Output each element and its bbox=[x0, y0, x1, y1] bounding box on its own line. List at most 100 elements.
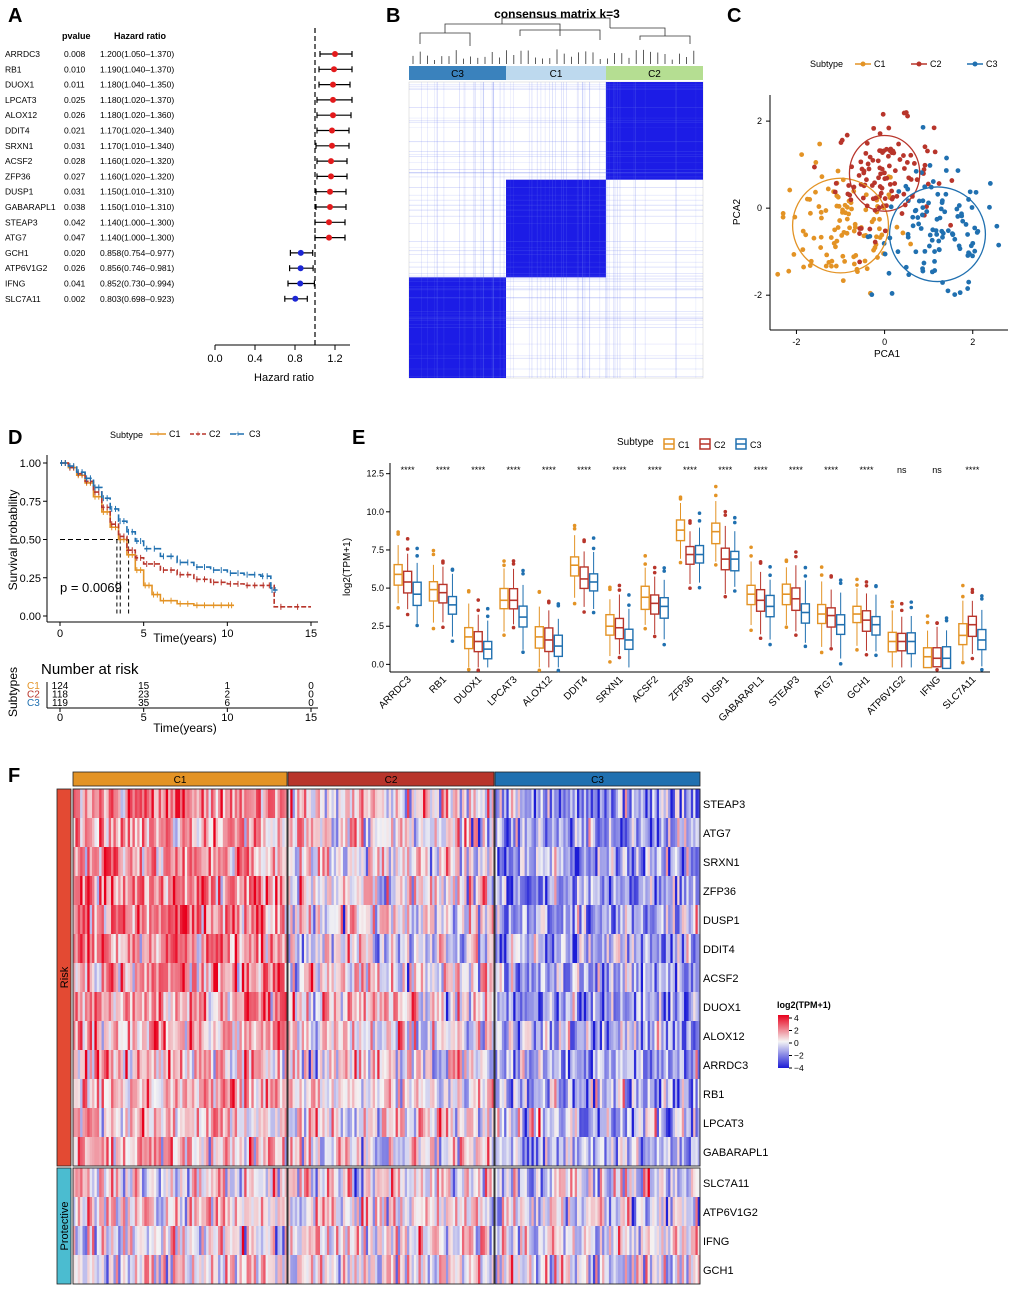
heatmap-row-rb1 bbox=[73, 1079, 701, 1108]
heatmap-cell bbox=[473, 789, 476, 818]
heatmap-cell bbox=[279, 876, 283, 905]
heatmap-cell bbox=[520, 1050, 523, 1079]
heatmap-cell bbox=[504, 934, 507, 963]
heatmap-cell bbox=[561, 876, 564, 905]
heatmap-cell bbox=[549, 1021, 553, 1050]
heatmap-cell bbox=[203, 1137, 207, 1166]
heatmap-cell bbox=[388, 934, 392, 963]
box-significance: **** bbox=[507, 465, 522, 475]
heatmap-cell bbox=[336, 789, 339, 818]
pca-point-c1 bbox=[780, 214, 786, 220]
heatmap-cell bbox=[439, 963, 442, 992]
pca-point-c3 bbox=[955, 214, 961, 219]
heatmap-cell bbox=[418, 1137, 422, 1166]
heatmap-cell bbox=[94, 992, 98, 1021]
heatmap-cell bbox=[501, 1021, 505, 1050]
heatmap-cell bbox=[215, 876, 219, 905]
heatmap-cell bbox=[629, 876, 632, 905]
heatmap-cell bbox=[282, 1108, 285, 1137]
heatmap-cell bbox=[248, 818, 252, 847]
heatmap-cell bbox=[80, 876, 83, 905]
forest-gene-label: LPCAT3 bbox=[5, 95, 37, 105]
heatmap-cell bbox=[631, 876, 635, 905]
heatmap-cell bbox=[77, 1137, 81, 1166]
heatmap-cell bbox=[191, 876, 195, 905]
heatmap-cell bbox=[260, 1137, 264, 1166]
heatmap-cell bbox=[170, 818, 174, 847]
heatmap-cell bbox=[225, 963, 228, 992]
heatmap-cell bbox=[284, 992, 288, 1021]
heatmap-cell bbox=[356, 1050, 360, 1079]
heatmap-cell bbox=[239, 789, 243, 818]
heatmap-cell bbox=[196, 905, 200, 934]
box-outlier bbox=[758, 636, 763, 641]
heatmap-cell bbox=[443, 1108, 447, 1137]
heatmap-cell bbox=[475, 963, 479, 992]
heatmap-cell bbox=[347, 1168, 351, 1197]
heatmap-cell bbox=[443, 789, 447, 818]
heatmap-cell bbox=[336, 847, 339, 876]
heatmap-cell bbox=[108, 1079, 112, 1108]
heatmap-cell bbox=[477, 992, 481, 1021]
heatmap-cell bbox=[501, 905, 505, 934]
heatmap-cell bbox=[342, 963, 346, 992]
heatmap-cell bbox=[391, 905, 394, 934]
heatmap-cell bbox=[365, 876, 369, 905]
heatmap-cell bbox=[427, 1168, 431, 1197]
heatmap-cell bbox=[189, 1050, 193, 1079]
heatmap-cell bbox=[627, 1137, 630, 1166]
box-srxn1-c2 bbox=[614, 583, 625, 660]
pca-point-c2 bbox=[908, 152, 914, 158]
heatmap-cell bbox=[324, 934, 328, 963]
heatmap-cell bbox=[153, 1021, 157, 1050]
heatmap-cell bbox=[122, 1079, 126, 1108]
box-outlier bbox=[732, 520, 737, 525]
pca-point-c2 bbox=[932, 149, 938, 155]
heatmap-cell bbox=[590, 1021, 594, 1050]
heatmap-cell bbox=[638, 818, 642, 847]
heatmap-cell bbox=[158, 1021, 162, 1050]
heatmap-cell bbox=[194, 963, 197, 992]
heatmap-cell bbox=[333, 1108, 337, 1137]
heatmap-cell bbox=[292, 1021, 296, 1050]
heatmap-cell bbox=[363, 963, 367, 992]
heatmap-cell bbox=[517, 1137, 521, 1166]
heatmap-cell bbox=[75, 1168, 79, 1197]
heatmap-cell bbox=[297, 1137, 300, 1166]
heatmap-cell bbox=[631, 992, 635, 1021]
heatmap-cell bbox=[499, 1021, 503, 1050]
heatmap-cell bbox=[220, 876, 224, 905]
heatmap-cell bbox=[497, 1050, 500, 1079]
heatmap-cell bbox=[336, 992, 339, 1021]
heatmap-cell bbox=[579, 818, 582, 847]
heatmap-cell bbox=[170, 1079, 174, 1108]
box-dusp1-c2 bbox=[720, 509, 730, 599]
pca-point-c2 bbox=[897, 157, 903, 162]
heatmap-cell bbox=[549, 963, 553, 992]
heatmap-cell bbox=[471, 876, 474, 905]
heatmap-cell bbox=[220, 789, 224, 818]
heatmap-cell bbox=[301, 992, 305, 1021]
heatmap-cell bbox=[501, 1050, 505, 1079]
heatmap-cell bbox=[122, 876, 126, 905]
heatmap-cell bbox=[540, 1137, 544, 1166]
heatmap-cell bbox=[473, 1108, 476, 1137]
heatmap-cell bbox=[659, 789, 662, 818]
heatmap-cell bbox=[96, 876, 100, 905]
heatmap-cell bbox=[92, 1108, 95, 1137]
heatmap-cell bbox=[265, 934, 269, 963]
heatmap-cell bbox=[439, 934, 442, 963]
heatmap-cell bbox=[577, 934, 580, 963]
heatmap-cell bbox=[384, 818, 387, 847]
heatmap-cell bbox=[561, 1168, 564, 1197]
heatmap-cell bbox=[130, 905, 133, 934]
heatmap-cell bbox=[201, 1050, 205, 1079]
heatmap-cell bbox=[125, 818, 128, 847]
heatmap-cell bbox=[222, 876, 226, 905]
heatmap-cell bbox=[495, 934, 498, 963]
heatmap-cell bbox=[127, 789, 131, 818]
risk-count: 119 bbox=[52, 698, 68, 709]
heatmap-cell bbox=[638, 847, 642, 876]
heatmap-cell bbox=[397, 963, 401, 992]
heatmap-cell bbox=[661, 847, 664, 876]
